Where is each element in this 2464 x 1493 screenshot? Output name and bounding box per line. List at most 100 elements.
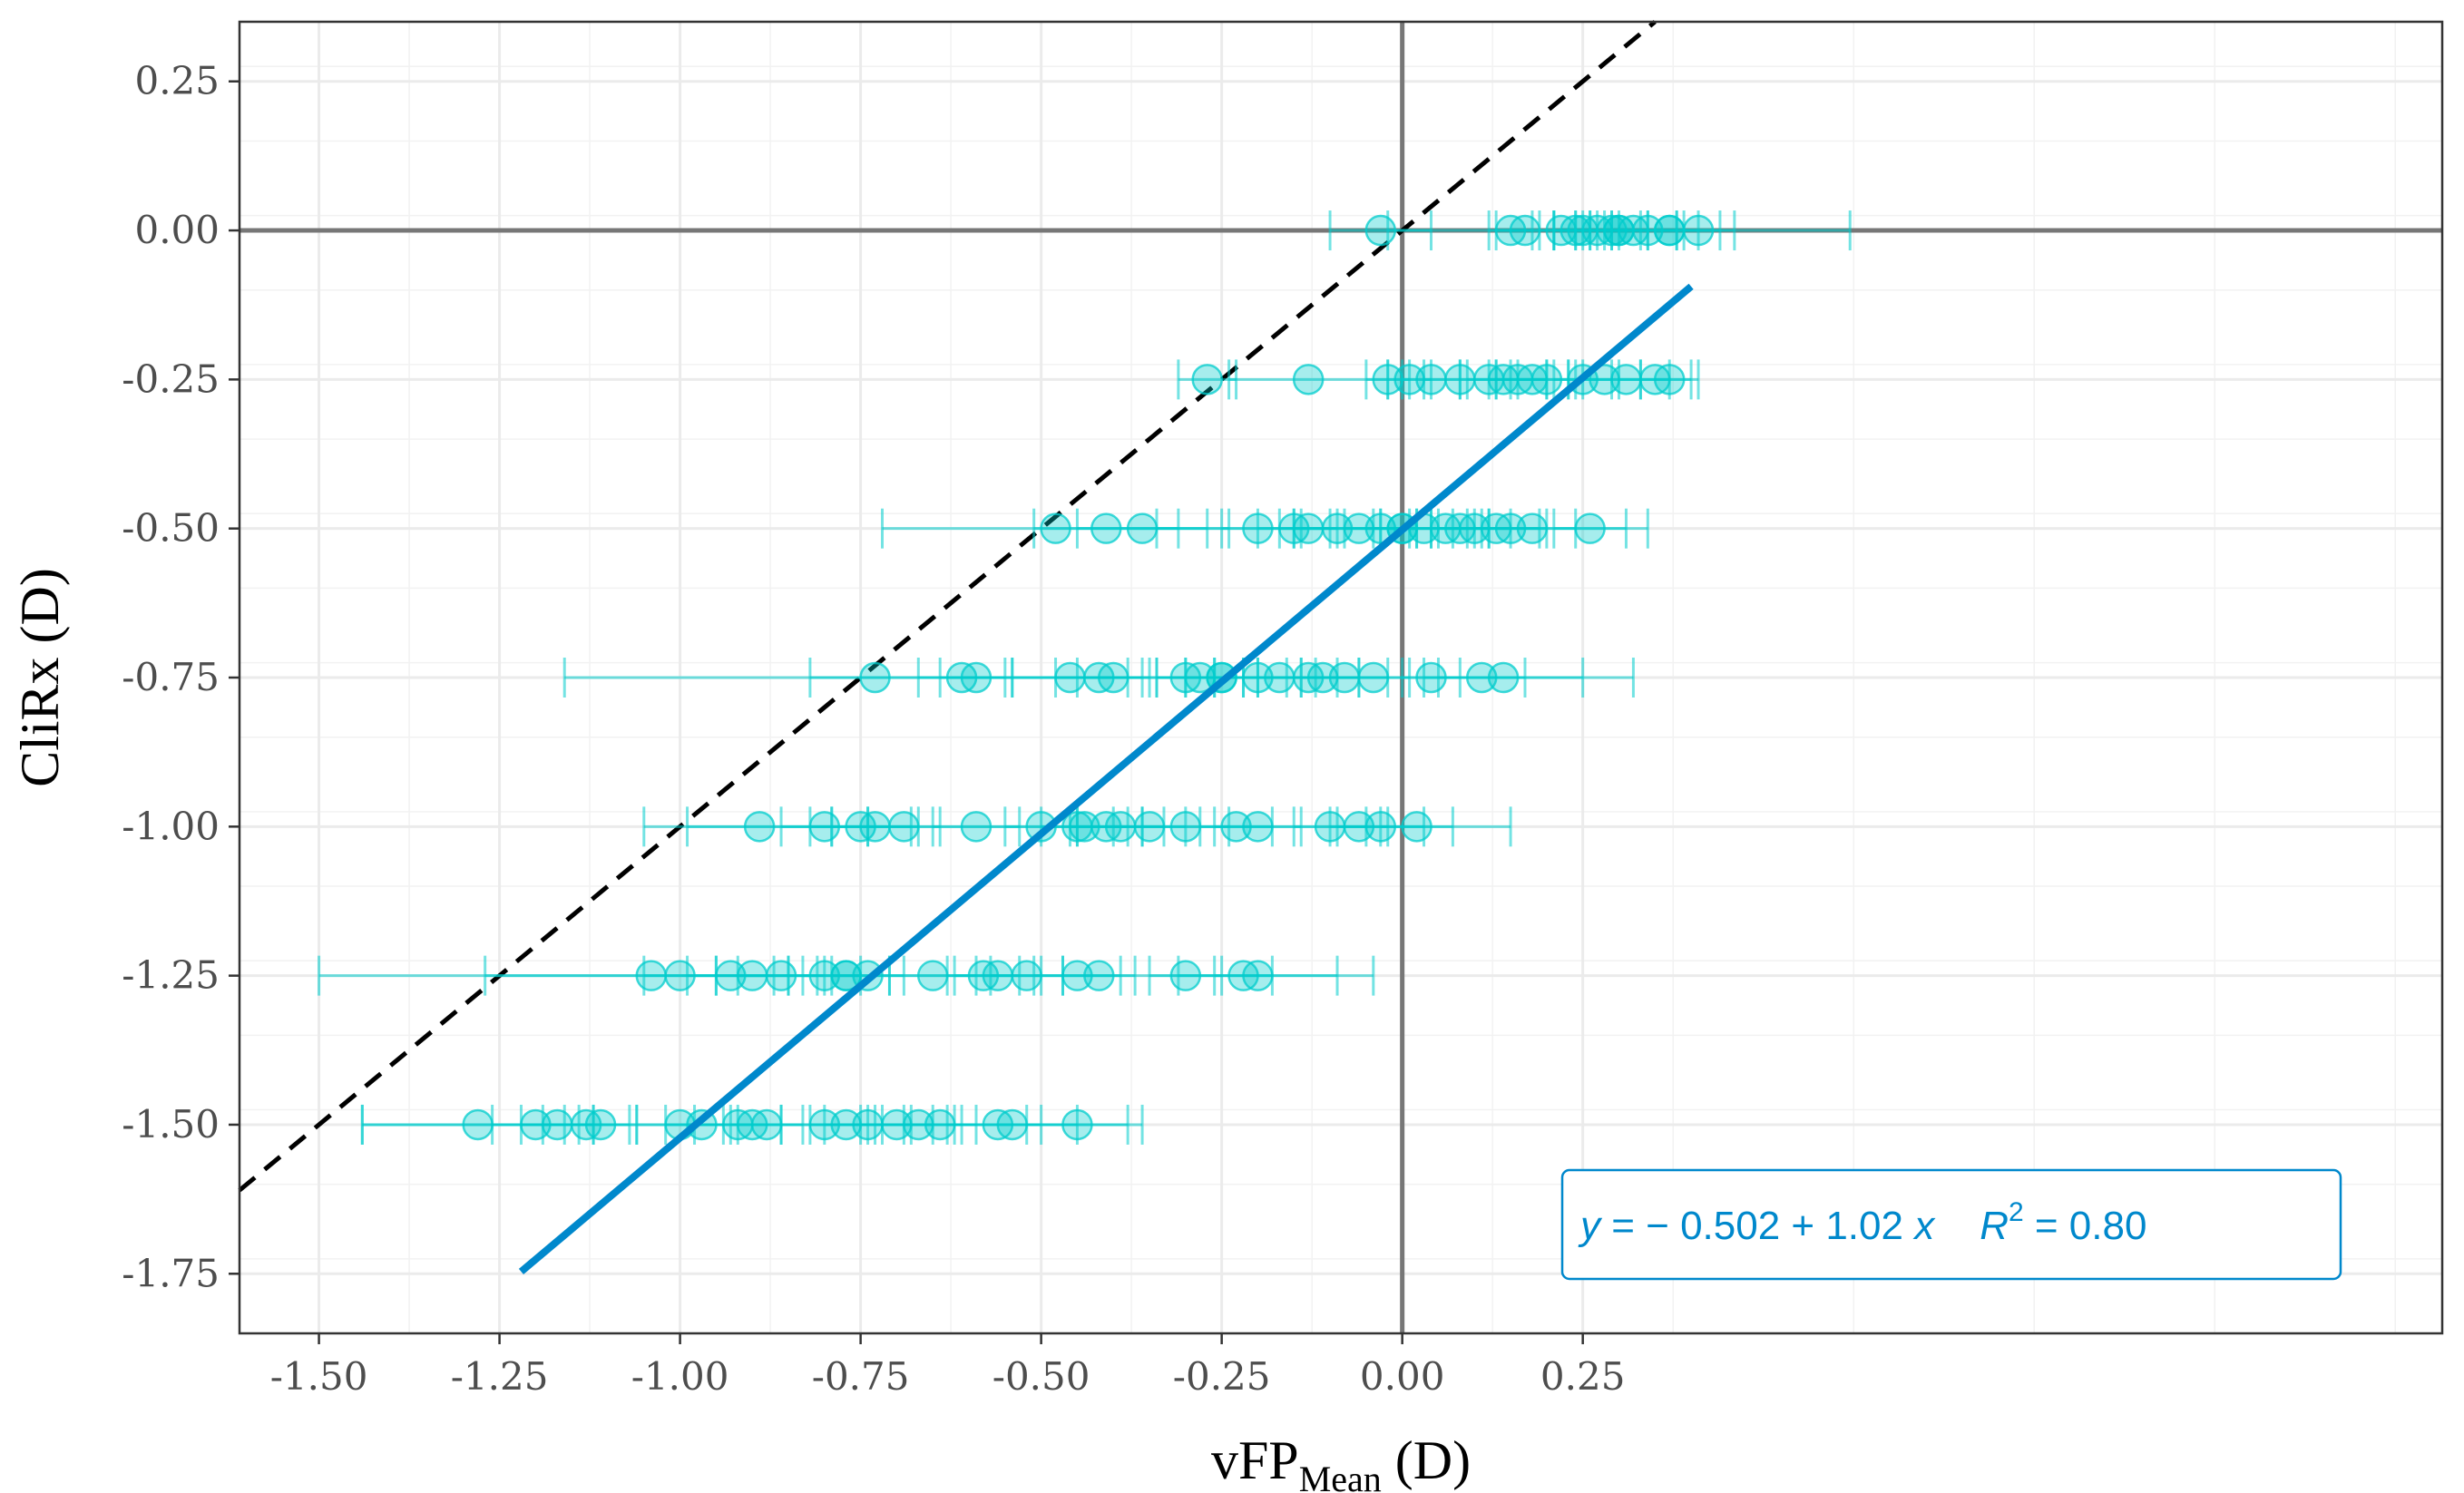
data-point xyxy=(1357,661,1390,694)
data-point xyxy=(1343,811,1375,843)
y-tick-label: -1.25 xyxy=(122,953,220,998)
identity-line xyxy=(238,20,1657,1193)
data-point xyxy=(1459,512,1491,544)
eq-r-exp: 2 xyxy=(2009,1197,2024,1227)
x-tick-label: 0.25 xyxy=(1540,1354,1626,1399)
data-point xyxy=(1596,214,1628,247)
data-point xyxy=(1169,811,1202,843)
equation-label: y = − 0.502 + 1.02 x R2 = 0.80 xyxy=(1578,1197,2146,1248)
data-point xyxy=(1264,661,1296,694)
data-point xyxy=(808,960,841,991)
data-point xyxy=(1343,512,1375,544)
data-point xyxy=(808,1108,841,1141)
data-point xyxy=(1509,214,1541,247)
data-point xyxy=(1393,364,1425,395)
data-point xyxy=(1242,960,1274,991)
data-point xyxy=(1487,661,1520,694)
data-point xyxy=(1184,661,1217,694)
x-tick-label: 0.00 xyxy=(1360,1354,1445,1399)
x-axis-title-subscript: Mean xyxy=(1299,1459,1382,1493)
data-point xyxy=(542,1108,573,1141)
data-point xyxy=(1104,811,1137,843)
y-tick-label: 0.00 xyxy=(134,208,220,252)
data-point xyxy=(1560,214,1591,247)
x-axis-title: vFPMean (D) xyxy=(1211,1430,1471,1493)
data-point xyxy=(1083,960,1115,991)
data-point xyxy=(664,960,696,991)
data-point xyxy=(1054,661,1086,694)
data-point xyxy=(736,1108,768,1141)
y-tick-label: 0.25 xyxy=(134,59,220,103)
data-point xyxy=(1574,512,1606,544)
x-axis-ticks: -1.50 -1.25 -1.00 -0.75 -0.50 -0.25 0.00 0.25 xyxy=(270,1333,1626,1399)
data-points xyxy=(462,214,1715,1141)
data-point xyxy=(830,1108,862,1141)
data-point xyxy=(635,960,668,991)
data-point xyxy=(1364,214,1397,247)
data-point xyxy=(1011,960,1042,991)
x-axis-title-suffix: (D) xyxy=(1382,1430,1471,1490)
data-point xyxy=(1530,364,1563,395)
data-point xyxy=(1364,811,1397,843)
equation-label-border xyxy=(1560,1168,2342,1281)
data-point xyxy=(924,1108,956,1141)
fit-line-group xyxy=(518,283,1694,1274)
x-tick-label: -0.50 xyxy=(992,1354,1090,1399)
data-point xyxy=(1603,214,1635,247)
y-tick-label: -1.75 xyxy=(122,1251,220,1295)
data-point xyxy=(736,960,768,991)
data-point xyxy=(1372,364,1403,395)
y-tick-label: -1.00 xyxy=(122,804,220,848)
data-point xyxy=(1328,661,1361,694)
data-point xyxy=(859,811,891,843)
data-point xyxy=(1306,661,1339,694)
data-point xyxy=(1292,364,1325,395)
data-point xyxy=(1292,512,1325,544)
y-axis-title: CliRx (D) xyxy=(10,568,70,787)
data-point xyxy=(1025,811,1057,843)
y-tick-label: -0.75 xyxy=(122,655,220,699)
data-point xyxy=(903,1108,934,1141)
data-point xyxy=(1242,661,1274,694)
data-point xyxy=(1133,811,1166,843)
data-point xyxy=(996,1108,1029,1141)
data-point xyxy=(1061,811,1093,843)
data-point xyxy=(1061,1108,1093,1141)
y-tick-label: -1.50 xyxy=(122,1102,220,1147)
data-point xyxy=(859,661,891,694)
data-point xyxy=(888,811,920,843)
data-point xyxy=(960,661,992,694)
data-point xyxy=(1069,811,1100,843)
x-axis-title-main: vFP xyxy=(1211,1430,1299,1490)
data-point xyxy=(1061,960,1093,991)
x-tick-label: -0.75 xyxy=(812,1354,910,1399)
data-point xyxy=(1314,811,1346,843)
data-point xyxy=(1097,661,1129,694)
x-tick-label: -1.50 xyxy=(270,1354,368,1399)
data-point xyxy=(1191,364,1223,395)
data-point xyxy=(765,960,797,991)
data-point xyxy=(1653,364,1686,395)
data-point xyxy=(1444,364,1476,395)
data-point xyxy=(1242,512,1274,544)
eq-x: x xyxy=(1912,1204,1936,1248)
data-point xyxy=(1220,811,1252,843)
data-point xyxy=(1126,512,1159,544)
x-tick-label: -0.25 xyxy=(1173,1354,1271,1399)
data-point xyxy=(520,1108,552,1141)
data-point xyxy=(1589,364,1620,395)
data-point xyxy=(1465,661,1498,694)
data-point xyxy=(1610,364,1642,395)
data-point xyxy=(881,1108,913,1141)
data-point xyxy=(1040,512,1071,544)
data-point xyxy=(1364,512,1397,544)
data-point xyxy=(960,811,992,843)
x-tick-label: -1.25 xyxy=(451,1354,549,1399)
data-point xyxy=(743,811,776,843)
data-point xyxy=(1516,512,1549,544)
data-point xyxy=(916,960,949,991)
y-tick-label: -0.50 xyxy=(122,506,220,551)
data-point xyxy=(1242,811,1274,843)
eq-r: R xyxy=(1980,1204,2009,1248)
